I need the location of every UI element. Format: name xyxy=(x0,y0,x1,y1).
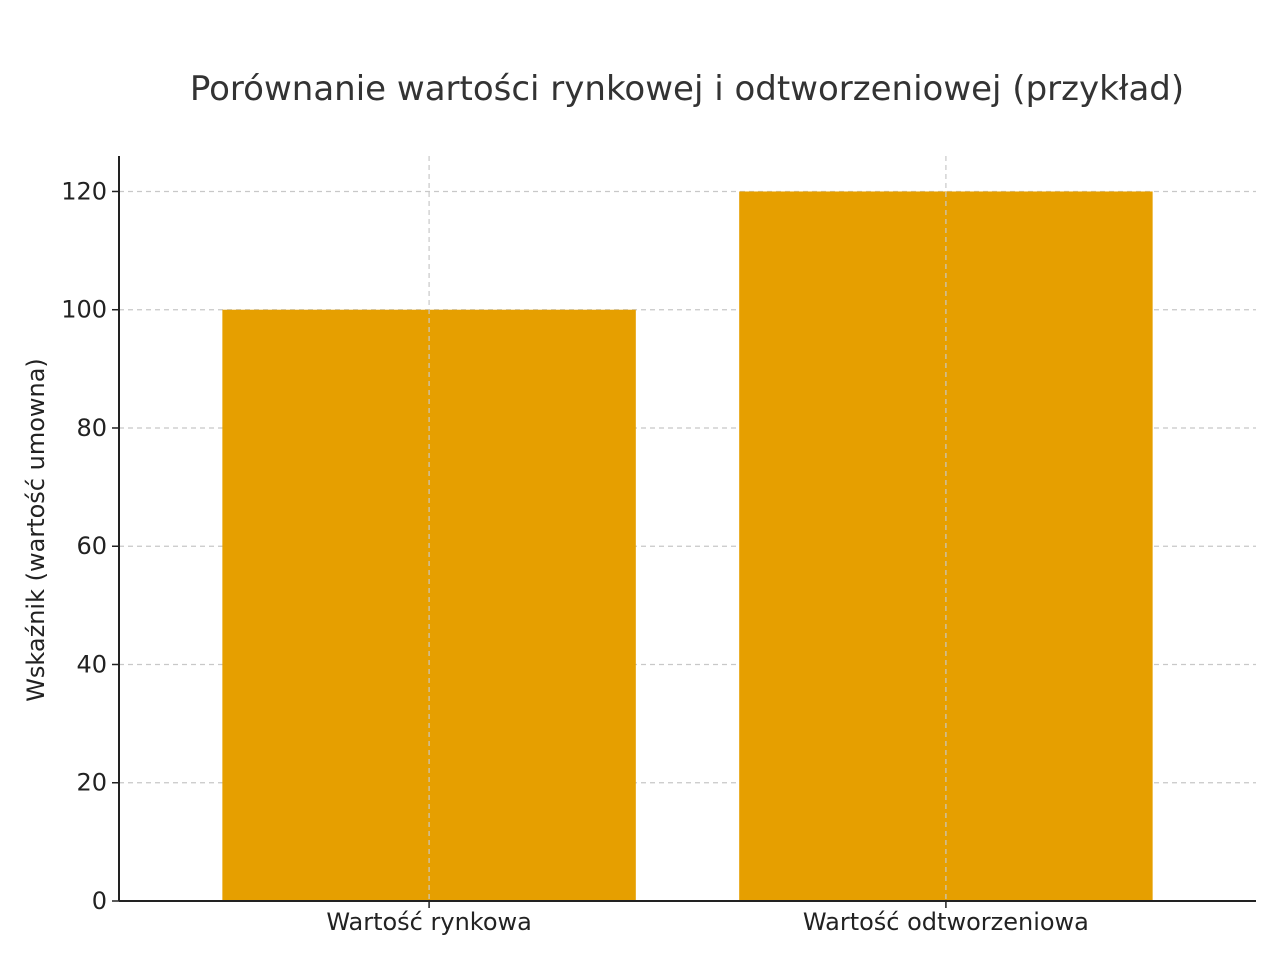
y-tick-label: 60 xyxy=(76,532,107,560)
y-tick-label: 40 xyxy=(76,650,107,678)
y-tick-label: 0 xyxy=(92,887,107,915)
vertical-grid-lines xyxy=(428,156,947,901)
axes xyxy=(118,156,1256,902)
y-ticks: 0 20 40 60 80 100 120 xyxy=(61,177,119,915)
chart-title: Porównanie wartości rynkowej i odtworzen… xyxy=(190,69,1184,109)
y-axis-label: Wskaźnik (wartość umowna) xyxy=(22,358,50,702)
x-tick-label: Wartość rynkowa xyxy=(326,908,532,936)
x-ticks: Wartość rynkowa Wartość odtworzeniowa xyxy=(326,901,1089,936)
x-tick-label: Wartość odtworzeniowa xyxy=(803,908,1089,936)
y-tick-label: 80 xyxy=(76,414,107,442)
bar xyxy=(222,309,636,901)
y-tick-label: 20 xyxy=(76,769,107,797)
y-tick-label: 120 xyxy=(61,177,107,205)
y-tick-label: 100 xyxy=(61,296,107,324)
